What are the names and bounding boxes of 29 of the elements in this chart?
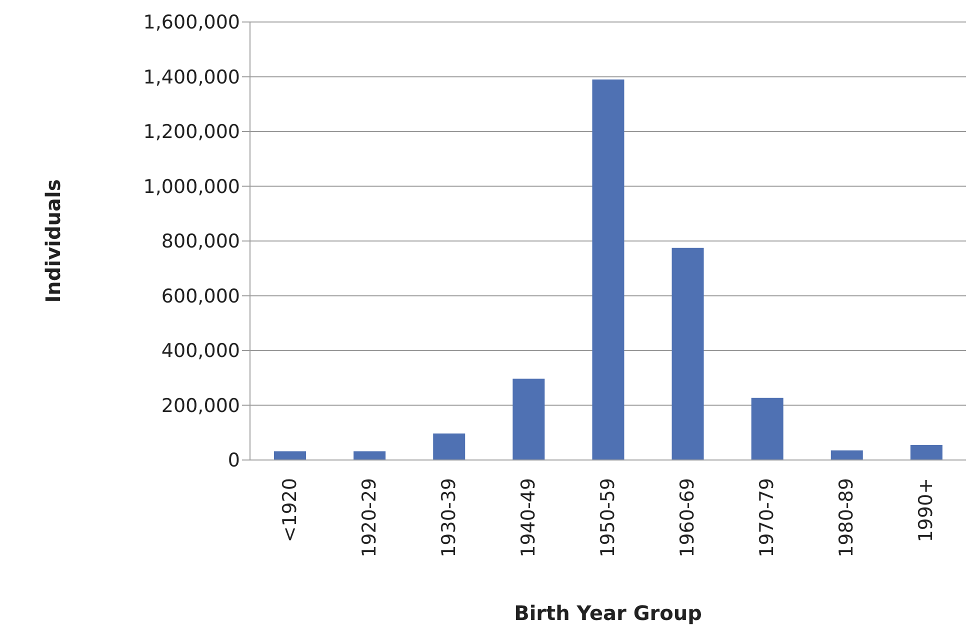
bar	[751, 398, 784, 460]
y-tick-label: 1,600,000	[143, 12, 240, 34]
bar	[433, 433, 466, 460]
bar	[512, 378, 545, 460]
x-tick-label: 1980-89	[836, 478, 858, 558]
x-tick-label: 1990+	[915, 478, 938, 542]
x-tick-label: 1930-39	[438, 478, 460, 558]
x-tick-label: 1940-49	[517, 478, 540, 558]
x-tick-label: 1950-59	[597, 478, 619, 558]
bar	[830, 450, 863, 460]
bar	[910, 444, 942, 460]
x-tick-label: 1970-79	[756, 478, 778, 558]
y-axis-title: Individuals	[41, 179, 66, 303]
bar	[672, 248, 704, 460]
bar	[354, 451, 386, 460]
y-tick-label: 1,400,000	[143, 66, 240, 88]
y-tick-label: 600,000	[161, 285, 240, 308]
x-axis-title: Birth Year Group	[514, 601, 702, 625]
y-tick-label: 400,000	[161, 340, 240, 362]
x-tick-label: 1920-29	[358, 478, 380, 558]
x-tick-label: <1920	[278, 478, 301, 542]
bar	[274, 451, 306, 460]
y-tick-label: 1,200,000	[143, 121, 240, 144]
x-tick-label: 1960-69	[676, 478, 699, 558]
y-tick-label: 1,000,000	[143, 176, 240, 198]
bar	[592, 79, 624, 460]
y-tick-label: 800,000	[161, 230, 240, 253]
y-tick-label: 200,000	[161, 394, 240, 417]
y-tick-label: 0	[228, 450, 240, 472]
